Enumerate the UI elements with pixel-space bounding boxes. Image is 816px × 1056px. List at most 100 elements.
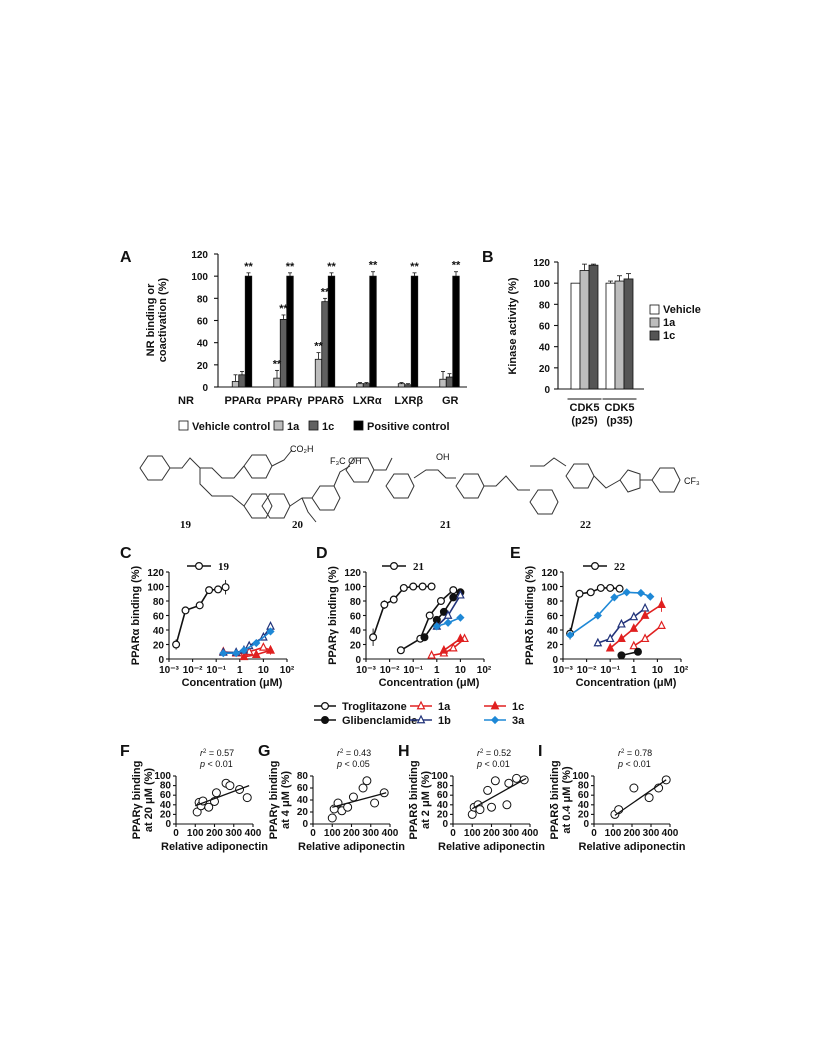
chart-e-point-1c [657,599,666,608]
chart-a-legend-swatch [178,420,189,431]
chart-a-bar [244,275,253,388]
chart-e-y-tick-label: 80 [547,597,559,608]
chart-a-bar [362,383,371,388]
shared-legend-label: 1c [512,701,524,713]
shared-legend-label: 1b [438,715,451,727]
shared-legend-label: 1a [438,701,451,713]
chart-d-point-1b [443,610,453,619]
chart-a-significance: ** [369,260,378,272]
chart-b-legend-swatch [649,317,660,328]
chart-a-bar [231,381,240,388]
chart-b-legend-swatch [649,304,660,315]
chart-e: 0 20 40 60 80 100 120 10⁻³ 10⁻² 10⁻¹ 1 10 10²Concent… [524,561,689,689]
shared-legend-label: 3a [512,715,525,727]
chart-e-point-22 [606,583,615,592]
chart-e-point-22 [615,584,624,593]
chart-h-point [504,778,514,788]
chart-d: 0 20 40 60 80 100 120 10⁻³ 10⁻² 10⁻¹ 1 10 10²Concent… [327,561,492,689]
chart-b-y-tick-label: 80 [539,300,551,311]
chart-b-legend-label: 1c [663,330,675,342]
shared-legend-label: Glibenclamide [342,715,417,727]
chart-g-x-tick-label: 400 [382,828,399,839]
chart-g-point [358,783,368,793]
chart-c-point-3a [266,627,275,636]
chart-b-y-tick-label: 0 [544,385,550,396]
chart-c-point-19 [195,601,204,610]
chart-f-y-tick-label: 60 [160,790,172,801]
chart-b-legend-label: 1a [663,317,676,329]
chart-b-legend-swatch [649,330,660,341]
chart-d-y-tick-label: 40 [350,626,362,637]
chart-b-bar [588,264,599,390]
chart-d-point-Troglitazone [396,646,405,655]
chart-g-point [327,813,337,823]
chart-e-point-1b [617,618,626,628]
chart-d-series-3a [432,613,465,631]
chart-c-point-3a [232,649,241,658]
chart-b-x-tick-label: CDK5 [605,402,635,414]
chart-g-y-tick-label: 20 [297,807,309,818]
chart-a-y-label: NR binding orcoactivation (%) [145,277,169,362]
chart-h-p-value: p < 0.01 [476,759,510,769]
chart-i-x-tick-label: 300 [643,828,660,839]
chart-c-x-tick-label: 10² [280,665,295,676]
chart-a-bar [452,275,460,388]
chart-g-p-value: p < 0.05 [336,759,370,769]
chart-e-point-1c [605,642,615,652]
chart-e-series-3a [565,588,655,640]
chart-h-y-tick-label: 20 [437,809,449,820]
chart-c-point-19 [205,586,214,595]
chart-g-x-tick-label: 0 [310,828,316,839]
chart-b-y-tick-label: 120 [533,258,550,269]
chart-c-point-19 [221,583,230,592]
chart-h-y-tick-label: 80 [437,781,449,792]
chart-f-y-tick-label: 20 [160,809,172,820]
chart-a-x-tick-label: PPARγ [266,395,303,407]
panel-label-i: I [538,743,542,760]
chart-e-point-1b [593,637,603,647]
chart-f-x-tick-label: 300 [225,828,242,839]
chart-f-p-value: p < 0.01 [199,759,233,769]
chart-e-point-1b [629,611,639,621]
chart-g-point [370,798,380,808]
panel-label-b: B [482,249,494,266]
chart-c-x-tick-label: 10⁻¹ [206,665,226,676]
panel-label-g: G [258,743,270,760]
chart-c-y-tick-label: 20 [153,641,165,652]
chart-b-y-tick-label: 20 [539,364,551,375]
chart-c-point-1c [266,644,275,654]
chart-e-point-3a [565,630,575,640]
chart-d-x-tick-label: 10⁻¹ [403,665,423,676]
structure-19-label: 19 [180,519,192,531]
chart-d-line-1a [431,638,466,657]
panel-label-e: E [510,545,521,562]
chart-d-x-tick-label: 10² [477,665,492,676]
chart-a-x-prefix: NR [178,395,194,407]
chart-b-x-tick-label: (p25) [571,415,598,427]
chart-a-bar [445,376,454,388]
chart-a-y-tick-label: 0 [202,383,208,394]
chart-e-series-1c [605,597,666,652]
chart-a-legend-swatch [308,420,319,431]
chart-e-point-1c [617,633,626,643]
chart-e-point-22 [575,589,584,598]
chart-f-point [242,793,252,803]
chart-a-bar [273,377,281,388]
chart-a-legend-label: Vehicle control [192,421,270,433]
chart-c-x-tick-label: 10⁻³ [159,665,179,676]
chart-a-bar [356,383,364,388]
chart-h-y-tick-label: 40 [437,800,449,811]
chart-e-point-22 [586,588,595,597]
chart-a-bar [279,318,288,388]
chart-d-y-tick-label: 20 [350,641,362,652]
shared-legend-marker [490,700,500,710]
chart-i-y-tick-label: 0 [583,819,589,830]
chart-a-significance: ** [452,260,461,272]
chart-e-legend-label: 22 [614,561,626,573]
chart-c: 0 20 40 60 80 100 120 10⁻³ 10⁻² 10⁻¹ 1 10 10²Concent… [130,561,295,689]
shared-legend-marker [416,714,426,724]
chart-a-bar [286,275,294,388]
chart-a: 0 20 40 60 80 100 120 NR binding orcoactivation… [145,250,467,433]
